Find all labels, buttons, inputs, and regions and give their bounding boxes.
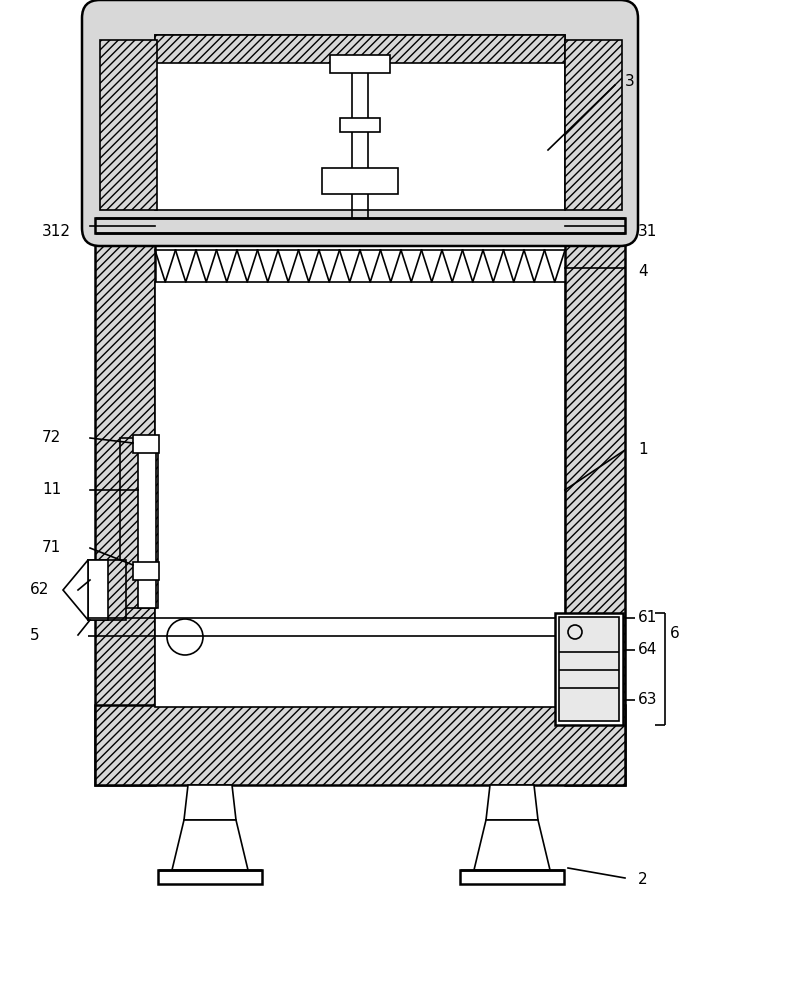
Bar bbox=[155, 618, 565, 636]
Text: 4: 4 bbox=[638, 264, 648, 279]
Bar bbox=[322, 168, 398, 194]
Text: 5: 5 bbox=[30, 628, 40, 643]
Text: 72: 72 bbox=[42, 430, 62, 446]
Bar bbox=[95, 145, 155, 785]
Text: 1: 1 bbox=[638, 442, 648, 458]
Bar bbox=[95, 218, 625, 233]
Text: 11: 11 bbox=[42, 483, 62, 497]
Polygon shape bbox=[172, 820, 248, 870]
Text: 71: 71 bbox=[42, 540, 62, 556]
Bar bbox=[88, 560, 126, 620]
Bar bbox=[120, 438, 158, 608]
Text: 312: 312 bbox=[42, 225, 71, 239]
Text: 6: 6 bbox=[670, 626, 680, 642]
Text: 64: 64 bbox=[638, 643, 658, 658]
Polygon shape bbox=[486, 785, 538, 820]
Bar bbox=[133, 562, 159, 580]
Bar bbox=[158, 870, 262, 884]
Text: 31: 31 bbox=[638, 225, 658, 239]
Polygon shape bbox=[63, 560, 88, 620]
Text: 3: 3 bbox=[625, 75, 634, 90]
Polygon shape bbox=[474, 820, 550, 870]
Bar bbox=[138, 438, 156, 608]
Bar bbox=[100, 40, 157, 210]
Bar bbox=[565, 40, 622, 210]
FancyBboxPatch shape bbox=[82, 0, 638, 246]
Bar bbox=[340, 118, 380, 132]
Bar bbox=[559, 617, 619, 721]
Bar bbox=[133, 435, 159, 453]
Text: 2: 2 bbox=[638, 872, 648, 888]
Bar bbox=[155, 35, 565, 63]
Text: 63: 63 bbox=[638, 692, 658, 708]
Bar bbox=[565, 145, 625, 785]
Bar bbox=[95, 705, 625, 785]
Bar bbox=[155, 35, 565, 210]
Bar bbox=[330, 55, 390, 73]
Bar bbox=[555, 613, 623, 725]
Text: 62: 62 bbox=[30, 582, 50, 597]
Bar bbox=[460, 870, 564, 884]
Bar bbox=[155, 282, 565, 707]
Bar bbox=[88, 560, 108, 620]
Polygon shape bbox=[184, 785, 236, 820]
Text: 61: 61 bbox=[638, 610, 658, 626]
